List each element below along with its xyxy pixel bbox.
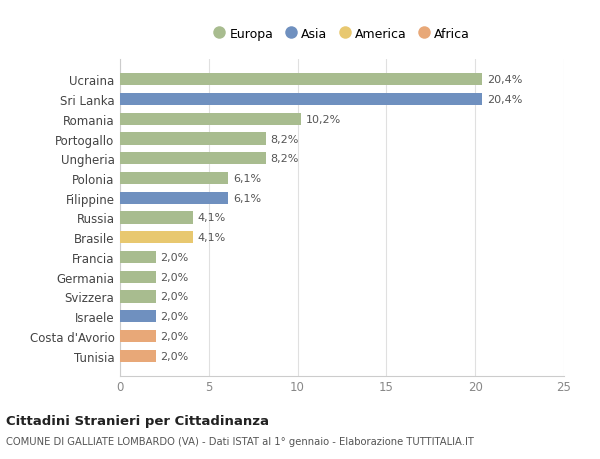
Bar [120, 291, 155, 303]
Text: 20,4%: 20,4% [487, 95, 522, 105]
Text: 8,2%: 8,2% [270, 154, 298, 164]
Text: Cittadini Stranieri per Cittadinanza: Cittadini Stranieri per Cittadinanza [6, 414, 269, 428]
Bar [120, 153, 266, 165]
Bar [120, 232, 193, 244]
Bar [120, 173, 229, 185]
Text: 2,0%: 2,0% [160, 312, 188, 321]
Text: 4,1%: 4,1% [197, 233, 226, 243]
Text: 2,0%: 2,0% [160, 292, 188, 302]
Bar [120, 330, 155, 342]
Bar [120, 271, 155, 283]
Text: 20,4%: 20,4% [487, 75, 522, 85]
Bar [120, 212, 193, 224]
Text: COMUNE DI GALLIATE LOMBARDO (VA) - Dati ISTAT al 1° gennaio - Elaborazione TUTTI: COMUNE DI GALLIATE LOMBARDO (VA) - Dati … [6, 437, 474, 446]
Bar [120, 113, 301, 126]
Legend: Europa, Asia, America, Africa: Europa, Asia, America, Africa [214, 28, 470, 41]
Bar [120, 94, 482, 106]
Text: 10,2%: 10,2% [305, 115, 341, 124]
Bar [120, 74, 482, 86]
Text: 2,0%: 2,0% [160, 331, 188, 341]
Text: 4,1%: 4,1% [197, 213, 226, 223]
Bar [120, 192, 229, 204]
Text: 2,0%: 2,0% [160, 351, 188, 361]
Text: 8,2%: 8,2% [270, 134, 298, 144]
Bar [120, 133, 266, 146]
Bar [120, 252, 155, 263]
Bar [120, 350, 155, 362]
Text: 6,1%: 6,1% [233, 193, 261, 203]
Text: 2,0%: 2,0% [160, 252, 188, 263]
Text: 2,0%: 2,0% [160, 272, 188, 282]
Bar [120, 310, 155, 323]
Text: 6,1%: 6,1% [233, 174, 261, 184]
